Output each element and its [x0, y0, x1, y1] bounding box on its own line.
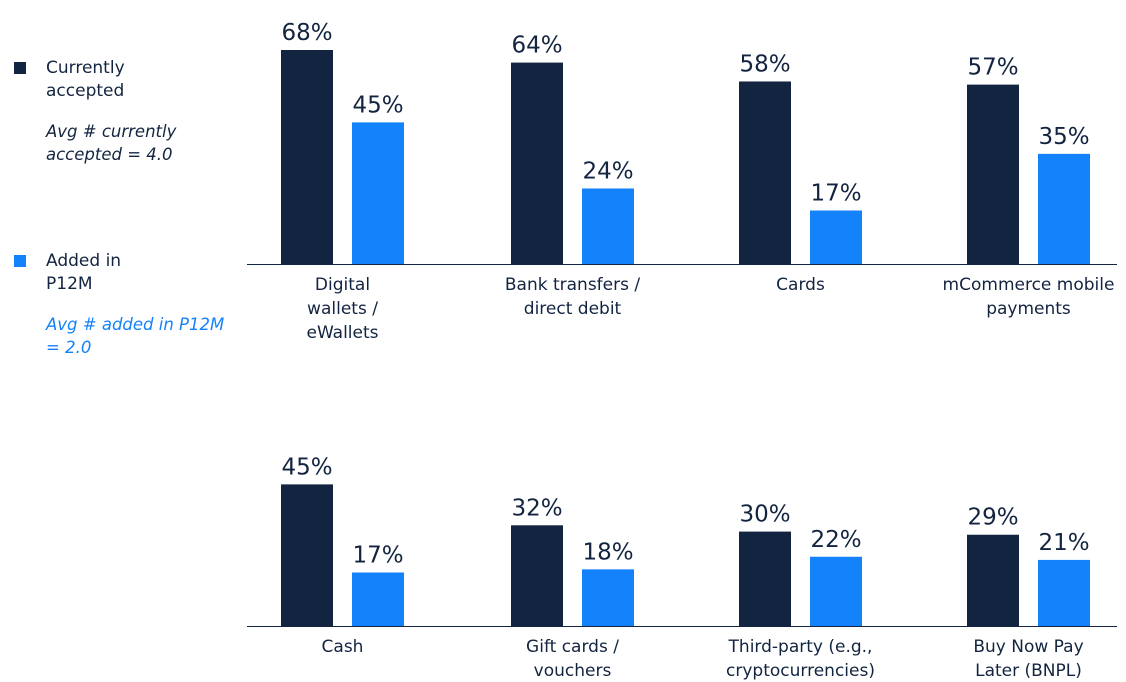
bar-current-2-4 — [967, 534, 1019, 626]
bar-added-2-3 — [810, 556, 862, 626]
legend-note-added: Avg # added in P12M = 2.0 — [46, 315, 225, 357]
legend-item-added: Added in P12M — [14, 250, 166, 296]
data-label-added-2-3: 22% — [810, 527, 861, 553]
data-label-added-1-4: 35% — [1038, 124, 1089, 150]
bar-current-2-3 — [739, 531, 791, 626]
bar-current-1-1 — [281, 50, 333, 264]
bar-added-2-2 — [582, 569, 634, 626]
category-label-2-4: Buy Now Pay Later (BNPL) — [973, 637, 1083, 681]
data-label-current-2-4: 29% — [967, 505, 1018, 531]
bar-added-2-4 — [1038, 559, 1090, 626]
bar-current-2-2 — [511, 525, 563, 626]
bar-current-1-2 — [511, 62, 563, 265]
bar-added-2-1 — [352, 572, 404, 626]
bar-added-1-1 — [352, 122, 404, 264]
category-label-1-4: mCommerce mobile payments — [943, 275, 1115, 319]
legend-label-current: Currently accepted — [46, 58, 125, 101]
data-label-current-1-3: 58% — [739, 51, 790, 77]
legend-swatch-current — [14, 62, 26, 74]
category-label-1-1: Digital wallets / eWallets — [306, 275, 378, 343]
data-label-added-2-1: 17% — [352, 543, 403, 569]
data-label-added-1-2: 24% — [582, 158, 633, 184]
data-label-added-1-1: 45% — [352, 92, 403, 118]
legend-swatch-added — [14, 255, 26, 267]
chart-panel-2: 45% 32% 30% 29% 17% 18% 22% 21% Cash Gift cards /… — [247, 454, 1117, 681]
chart-panel-1: 68% 64% 58% 57% 45% 24% 17% 35% Digital wallets /… — [247, 20, 1117, 343]
bar-current-1-3 — [739, 81, 791, 265]
category-label-2-1: Cash — [322, 637, 364, 657]
legend: Currently accepted Avg # currently accep… — [0, 0, 240, 682]
bar-added-1-4 — [1038, 153, 1090, 264]
data-label-current-2-3: 30% — [739, 502, 790, 528]
category-label-2-3: Third-party (e.g., cryptocurrencies) — [726, 637, 875, 681]
bar-added-1-2 — [582, 188, 634, 264]
data-label-current-1-1: 68% — [281, 20, 332, 46]
bar-current-2-1 — [281, 484, 333, 626]
data-label-current-2-2: 32% — [511, 495, 562, 521]
data-label-current-2-1: 45% — [281, 454, 332, 480]
bar-added-1-3 — [810, 210, 862, 264]
data-label-added-2-4: 21% — [1038, 530, 1089, 556]
data-label-current-1-2: 64% — [511, 33, 562, 59]
legend-item-current: Currently accepted — [14, 57, 166, 103]
data-label-added-1-3: 17% — [810, 181, 861, 207]
legend-label-added: Added in P12M — [46, 251, 122, 294]
category-label-1-3: Cards — [776, 275, 825, 295]
bar-current-1-4 — [967, 84, 1019, 264]
data-label-current-1-4: 57% — [967, 55, 1018, 81]
category-label-2-2: Gift cards / vouchers — [526, 637, 619, 681]
category-label-1-2: Bank transfers / direct debit — [505, 275, 641, 319]
data-label-added-2-2: 18% — [582, 539, 633, 565]
legend-note-current: Avg # currently accepted = 4.0 — [46, 122, 177, 164]
